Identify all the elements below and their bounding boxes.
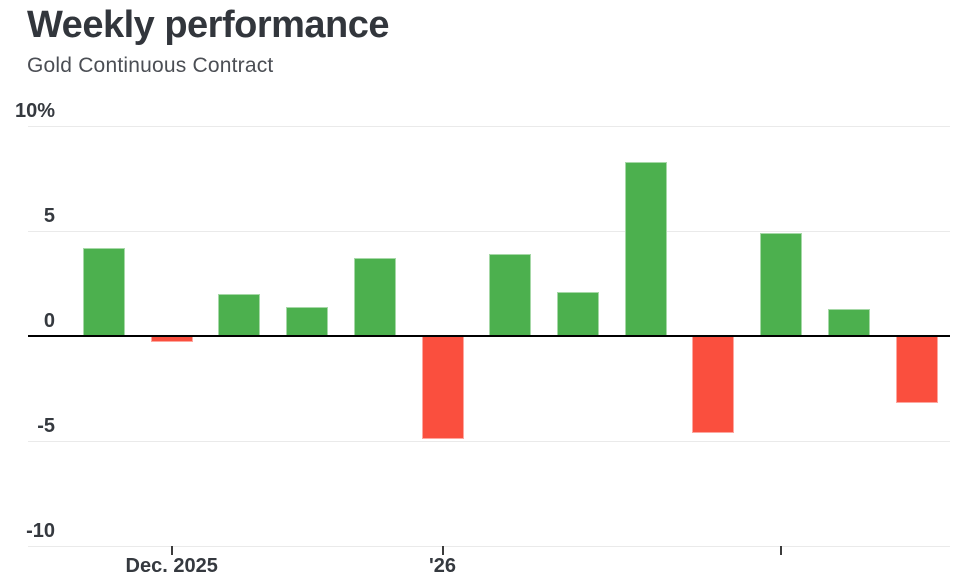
bar-week-10: [692, 336, 735, 433]
gridline--10: [28, 546, 950, 547]
bar-week-4: [286, 306, 329, 336]
bar-week-1: [83, 247, 125, 336]
chart-title: Weekly performance: [27, 4, 390, 46]
gridline--5: [28, 441, 950, 442]
bar-week-8: [556, 291, 599, 336]
chart-header: Weekly performance Gold Continuous Contr…: [27, 4, 390, 78]
x-axis-label-5: '26: [429, 555, 457, 577]
y-axis-label--10: -10: [26, 520, 55, 542]
x-axis-tick-1: [170, 546, 173, 555]
gridline-5: [28, 231, 950, 232]
bar-week-5: [353, 258, 396, 336]
bar-week-3: [218, 294, 261, 336]
y-axis-label-5: 5: [43, 205, 55, 227]
zero-axis-line: [28, 335, 950, 337]
bar-week-7: [489, 254, 532, 336]
bar-week-6: [421, 336, 464, 439]
chart-subtitle: Gold Continuous Contract: [27, 53, 274, 77]
bar-week-2: [150, 336, 193, 343]
bar-week-11: [760, 233, 803, 336]
x-axis-tick-5: [441, 546, 444, 555]
y-axis-label--5: -5: [37, 415, 55, 437]
gridline-10: [28, 126, 950, 127]
y-axis-label-0: 0: [43, 310, 55, 332]
y-axis-label-10: 10%: [14, 100, 55, 122]
bar-week-13: [895, 336, 938, 404]
bar-week-12: [827, 308, 870, 336]
x-axis-label-1: Dec. 2025: [125, 555, 218, 577]
bar-week-9: [624, 161, 667, 336]
x-axis-tick-10: [780, 546, 783, 555]
